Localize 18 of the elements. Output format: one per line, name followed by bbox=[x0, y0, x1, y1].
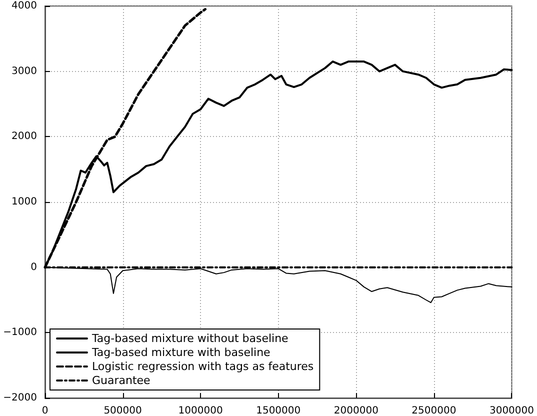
x-tick-label: 500000 bbox=[104, 406, 142, 416]
y-tick-label: 2000 bbox=[12, 131, 37, 142]
x-tick-label: 2500000 bbox=[412, 406, 456, 416]
x-tick-label: 2000000 bbox=[334, 406, 378, 416]
legend-label: Logistic regression with tags as features bbox=[92, 360, 314, 373]
y-tick-label: 3000 bbox=[12, 66, 37, 77]
y-tick-label: −2000 bbox=[3, 392, 37, 404]
y-tick-label: 4000 bbox=[12, 0, 37, 12]
x-tick-label: 0 bbox=[42, 406, 48, 416]
legend-label: Tag-based mixture without baseline bbox=[91, 332, 289, 345]
legend-label: Guarantee bbox=[92, 374, 151, 387]
x-tick-label: 3000000 bbox=[489, 406, 534, 416]
y-tick-label: 1000 bbox=[12, 196, 37, 208]
y-tick-label: 0 bbox=[30, 262, 37, 273]
legend-label: Tag-based mixture with baseline bbox=[91, 346, 271, 359]
x-tick-label: 1500000 bbox=[256, 406, 301, 416]
y-tick-label: −1000 bbox=[3, 327, 37, 338]
x-tick-label: 1000000 bbox=[178, 406, 223, 416]
